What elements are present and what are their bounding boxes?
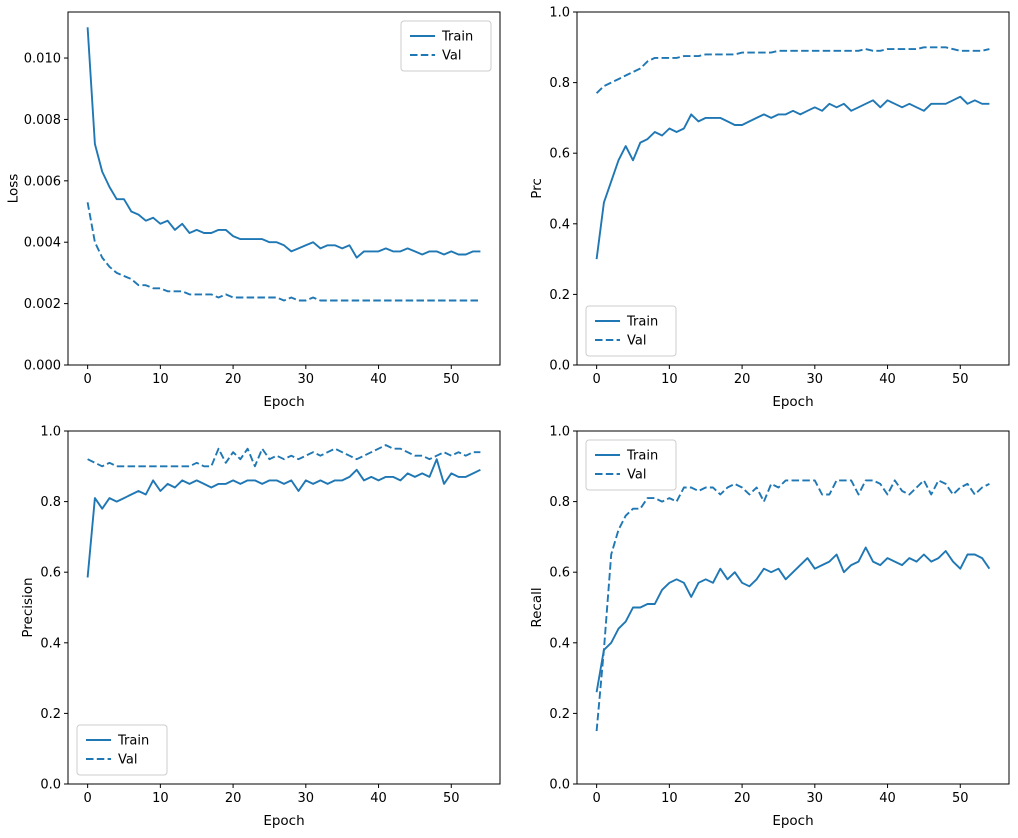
legend-box [76,724,168,776]
legend-box [585,305,677,357]
legend-label: Train [117,734,149,749]
x-tick-label: 40 [370,791,387,806]
x-axis-label: Epoch [263,813,304,829]
loss-chart: 0 10 20 30 40 50 0.000 0.002 0.004 0.006 0.008 0.01… [6,11,501,410]
train-line [86,458,481,578]
x-axis-label: Epoch [263,394,304,410]
recall-chart: 0 10 20 30 40 50 0.0 0.2 0.4 0.6 0.8 1.0 Epoch Recall… [529,425,1010,829]
y-tick-label: 0.8 [549,495,570,510]
x-tick-label: 20 [225,791,242,806]
x-axis-label: Epoch [772,394,813,410]
x-tick-label: 30 [298,372,315,387]
y-tick-label: 0.004 [24,236,61,251]
subplot-precision: 0 10 20 30 40 50 0.0 0.2 0.4 0.6 0.8 1.0 Epoch Precis… [0,419,509,838]
val-line [87,444,481,468]
x-tick-label: 20 [734,791,751,806]
legend: Train Val [585,305,677,357]
val-line [595,46,990,94]
x-tick-label: 0 [83,372,91,387]
y-tick-label: 1.0 [40,425,61,440]
y-tick-label: 0.6 [40,566,61,581]
x-tick-label: 40 [370,372,387,387]
x-tick-label: 30 [807,372,824,387]
y-tick-label: 0.2 [549,288,570,303]
legend-label: Val [627,334,646,349]
y-tick-label: 0.2 [549,707,570,722]
y-tick-label: 0.000 [24,359,61,374]
y-tick-label: 0.0 [40,778,61,793]
legend: Train Val [400,20,492,72]
y-tick-label: 0.008 [24,113,61,128]
prc-chart: 0 10 20 30 40 50 0.0 0.2 0.4 0.6 0.8 1.0 Epoch Prc Tra… [529,6,1010,410]
x-tick-label: 40 [879,372,896,387]
y-tick-label: 0.2 [40,707,61,722]
x-tick-label: 10 [661,791,678,806]
y-tick-label: 0.0 [549,359,570,374]
legend: Train Val [76,724,168,776]
val-line [595,479,990,732]
x-tick-label: 40 [879,791,896,806]
y-axis-label: Loss [6,174,22,204]
legend-box [400,20,492,72]
y-tick-label: 0.006 [24,174,61,189]
y-tick-label: 0.4 [549,636,570,651]
legend-label: Train [441,30,473,45]
y-tick-label: 0.010 [24,52,61,67]
legend-label: Val [442,49,461,64]
subplot-recall: 0 10 20 30 40 50 0.0 0.2 0.4 0.6 0.8 1.0 Epoch Recall… [509,419,1018,838]
y-tick-label: 0.4 [40,636,61,651]
legend-label: Val [118,753,137,768]
x-tick-label: 30 [298,791,315,806]
x-axis-label: Epoch [772,813,813,829]
y-tick-label: 0.6 [549,147,570,162]
legend-label: Val [627,468,646,483]
train-line [86,27,481,259]
y-tick-label: 0.8 [40,495,61,510]
x-tick-label: 50 [443,372,460,387]
legend: Train Val [585,439,677,491]
y-axis-label: Recall [529,587,545,627]
legend-label: Train [626,449,658,464]
train-line [595,546,991,693]
y-axis-label: Prc [529,178,545,199]
x-tick-label: 10 [152,791,169,806]
legend-label: Train [626,315,658,330]
subplot-loss: 0 10 20 30 40 50 0.000 0.002 0.004 0.006 0.008 0.01… [0,0,509,419]
precision-chart: 0 10 20 30 40 50 0.0 0.2 0.4 0.6 0.8 1.0 Epoch Precis… [20,425,501,829]
y-tick-label: 0.002 [24,297,61,312]
x-tick-label: 20 [734,372,751,387]
x-tick-label: 50 [952,372,969,387]
y-tick-label: 1.0 [549,425,570,440]
y-tick-label: 0.4 [549,217,570,232]
x-tick-label: 50 [443,791,460,806]
x-tick-label: 20 [225,372,242,387]
x-tick-label: 0 [592,372,600,387]
y-axis-label: Precision [20,577,36,637]
legend-box [585,439,677,491]
x-tick-label: 10 [152,372,169,387]
x-tick-label: 10 [661,372,678,387]
train-line [595,95,990,260]
y-tick-label: 1.0 [549,6,570,21]
x-tick-label: 0 [83,791,91,806]
y-tick-label: 0.6 [549,566,570,581]
x-tick-label: 50 [952,791,969,806]
subplot-prc: 0 10 20 30 40 50 0.0 0.2 0.4 0.6 0.8 1.0 Epoch Prc Tra… [509,0,1018,419]
x-tick-label: 30 [807,791,824,806]
y-tick-label: 0.0 [549,778,570,793]
val-line [86,202,481,302]
y-tick-label: 0.8 [549,76,570,91]
x-tick-label: 0 [592,791,600,806]
